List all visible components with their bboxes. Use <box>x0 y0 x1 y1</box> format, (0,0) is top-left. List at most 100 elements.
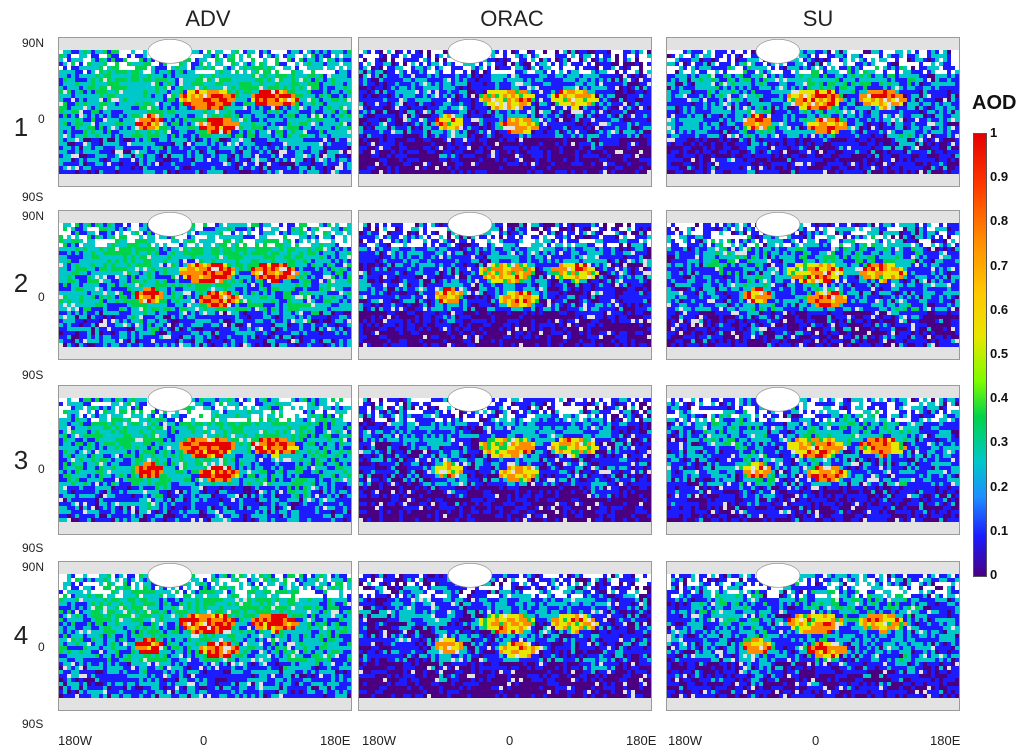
aod-cell <box>891 82 895 86</box>
aod-cell <box>727 54 731 58</box>
aod-cell <box>163 66 167 70</box>
aod-cell <box>391 82 395 86</box>
no-retrieval-cell <box>175 62 179 66</box>
no-retrieval-cell <box>171 62 175 66</box>
aod-cell <box>543 170 547 174</box>
no-retrieval-cell <box>831 62 835 66</box>
aod-cell <box>435 110 439 114</box>
aod-cell <box>123 154 127 158</box>
aod-cell <box>595 166 599 170</box>
aod-cell <box>675 78 679 82</box>
aod-cell <box>555 86 559 90</box>
aod-cell <box>75 86 79 90</box>
aod-cell <box>267 94 271 98</box>
aod-cell <box>163 154 167 158</box>
no-retrieval-cell <box>535 66 539 70</box>
aod-cell <box>235 166 239 170</box>
aod-cell <box>435 102 439 106</box>
aod-cell <box>87 90 91 94</box>
no-retrieval-cell <box>939 70 943 74</box>
aod-cell <box>443 106 447 110</box>
aod-cell <box>891 74 895 78</box>
aod-cell <box>107 122 111 126</box>
aod-cell <box>91 70 95 74</box>
aod-cell <box>227 78 231 82</box>
aod-cell <box>111 50 115 54</box>
aod-cell <box>515 166 519 170</box>
aod-cell <box>499 90 503 94</box>
aod-cell <box>335 102 339 106</box>
aod-cell <box>519 70 523 74</box>
aod-cell <box>599 150 603 154</box>
aod-cell <box>487 158 491 162</box>
aod-cell <box>135 82 139 86</box>
aod-cell <box>207 82 211 86</box>
aod-cell <box>335 94 339 98</box>
aod-cell <box>691 66 695 70</box>
aod-cell <box>547 142 551 146</box>
aod-cell <box>287 106 291 110</box>
no-retrieval-cell <box>431 54 435 58</box>
aod-cell <box>311 70 315 74</box>
no-retrieval-cell <box>599 54 603 58</box>
aod-cell <box>559 122 563 126</box>
aod-cell <box>275 62 279 66</box>
aod-cell <box>431 126 435 130</box>
aod-cell <box>511 134 515 138</box>
aod-cell <box>783 82 787 86</box>
aod-cell <box>527 126 531 130</box>
aod-cell <box>159 118 163 122</box>
aod-cell <box>423 66 427 70</box>
aod-cell <box>375 118 379 122</box>
aod-cell <box>291 94 295 98</box>
aod-cell <box>623 146 627 150</box>
aod-cell <box>83 102 87 106</box>
aod-cell <box>379 150 383 154</box>
aod-cell <box>475 66 479 70</box>
aod-cell <box>511 154 515 158</box>
aod-cell <box>363 154 367 158</box>
aod-cell <box>179 98 183 102</box>
aod-cell <box>531 106 535 110</box>
aod-cell <box>303 118 307 122</box>
aod-cell <box>423 154 427 158</box>
lon-label-180w-adv: 180W <box>58 733 92 748</box>
aod-cell <box>371 70 375 74</box>
aod-cell <box>363 150 367 154</box>
no-retrieval-cell <box>711 70 715 74</box>
aod-cell <box>627 158 631 162</box>
aod-cell <box>439 70 443 74</box>
aod-cell <box>607 106 611 110</box>
aod-cell <box>459 102 463 106</box>
aod-cell <box>459 142 463 146</box>
aod-cell <box>395 54 399 58</box>
aod-cell <box>343 162 347 166</box>
aod-cell <box>603 82 607 86</box>
aod-cell <box>503 82 507 86</box>
aod-cell <box>519 150 523 154</box>
no-retrieval-cell <box>127 58 131 62</box>
aod-cell <box>431 134 435 138</box>
aod-cell <box>319 146 323 150</box>
aod-cell <box>623 62 627 66</box>
aod-cell <box>87 118 91 122</box>
aod-cell <box>451 118 455 122</box>
aod-cell <box>259 130 263 134</box>
aod-cell <box>103 98 107 102</box>
aod-cell <box>167 158 171 162</box>
aod-cell <box>103 102 107 106</box>
aod-cell <box>495 86 499 90</box>
aod-cell <box>603 158 607 162</box>
aod-cell <box>683 74 687 78</box>
aod-cell <box>447 110 451 114</box>
aod-cell <box>635 170 639 174</box>
aod-cell <box>271 150 275 154</box>
no-retrieval-cell <box>551 54 555 58</box>
aod-cell <box>403 162 407 166</box>
aod-cell <box>215 162 219 166</box>
aod-cell <box>363 86 367 90</box>
no-retrieval-cell <box>239 50 243 54</box>
aod-cell <box>587 86 591 90</box>
aod-cell <box>347 74 351 78</box>
aod-cell <box>691 54 695 58</box>
